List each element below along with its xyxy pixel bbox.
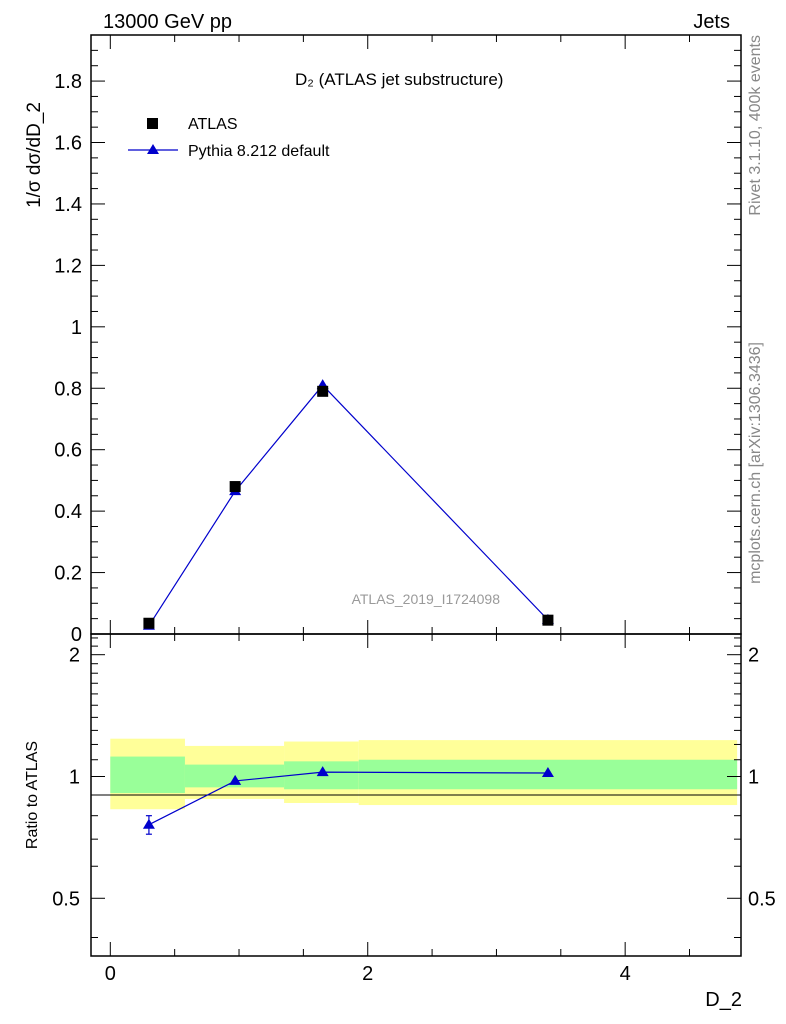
rivet-side-label-text: Rivet 3.1.10, 400k events — [747, 35, 764, 216]
ratio-tick-label-right-1: 1 — [748, 766, 759, 788]
atlas-point-0 — [143, 617, 155, 629]
plot-title: D₂ (ATLAS jet substructure) — [295, 70, 503, 89]
x-tick-label-0: 0 — [105, 963, 116, 985]
ratio-tick-label-left-1: 1 — [69, 766, 80, 788]
legend-atlas-marker — [147, 118, 158, 129]
pythia-main-line — [148, 384, 549, 627]
pythia-ratio-point-2 — [316, 766, 329, 777]
y-axis-label-text: 1/σ dσ/dD_2 — [24, 102, 45, 208]
legend-atlas-label: ATLAS — [188, 116, 238, 133]
ratio-tick-label-right-0: 0.5 — [748, 888, 776, 910]
pythia-ratio-point-1 — [229, 774, 242, 785]
atlas-point-1 — [229, 481, 241, 493]
ratio-tick-label-left-2: 2 — [69, 645, 80, 667]
atlas-series-main — [143, 385, 554, 629]
atlas-point-3 — [542, 614, 554, 626]
pythia-series-ratio — [142, 766, 554, 835]
axis-tick-labels: 0 2 400.20.40.60.811.21.41.61.80.5 0.51 12 2 — [52, 71, 776, 985]
ratio-tick-label-left-0: 0.5 — [52, 888, 80, 910]
y-tick-label-2: 0.4 — [54, 501, 82, 523]
axis-ticks — [91, 35, 741, 956]
atlas-point-2 — [317, 385, 329, 397]
legend: ATLAS Pythia 8.212 default — [128, 116, 330, 160]
ratio-uncertainty-bands — [110, 738, 738, 810]
mcplots-side-label-text: mcplots.cern.ch [arXiv:1306.3436] — [747, 342, 764, 584]
ratio-band-inner-0 — [110, 756, 185, 794]
y-tick-label-5: 1 — [71, 317, 82, 339]
legend-pythia-label: Pythia 8.212 default — [188, 143, 330, 160]
pythia-ratio-line — [148, 771, 548, 826]
y-tick-label-9: 1.8 — [54, 71, 82, 93]
analysis-watermark: ATLAS_2019_I1724098 — [352, 591, 501, 607]
pythia-ratio-point-0 — [142, 818, 155, 829]
x-axis-label: D_2 — [705, 989, 742, 1011]
y-tick-label-8: 1.6 — [54, 133, 82, 155]
ratio-y-axis-label: Ratio to ATLAS — [24, 741, 41, 849]
y-tick-label-6: 1.2 — [54, 255, 82, 277]
ratio-y-axis-label-text: Ratio to ATLAS — [24, 741, 41, 849]
y-tick-label-4: 0.8 — [54, 378, 82, 400]
x-tick-label-2: 4 — [620, 963, 631, 985]
x-tick-label-1: 2 — [362, 963, 373, 985]
y-tick-label-1: 0.2 — [54, 563, 82, 585]
y-tick-label-7: 1.4 — [54, 194, 82, 216]
energy-label: 13000 GeV pp — [103, 11, 232, 33]
y-tick-label-3: 0.6 — [54, 440, 82, 462]
y-axis-label: 1/σ dσ/dD_2 — [24, 102, 45, 208]
category-label: Jets — [693, 11, 730, 33]
mcplots-side-label: mcplots.cern.ch [arXiv:1306.3436] — [747, 342, 764, 584]
ratio-tick-label-right-2: 2 — [748, 645, 759, 667]
rivet-side-label: Rivet 3.1.10, 400k events — [747, 35, 764, 216]
legend-pythia-marker — [147, 144, 159, 154]
pythia-ratio-point-3 — [541, 767, 554, 778]
ratio-band-inner-1 — [184, 764, 285, 788]
y-tick-label-0: 0 — [71, 624, 82, 646]
